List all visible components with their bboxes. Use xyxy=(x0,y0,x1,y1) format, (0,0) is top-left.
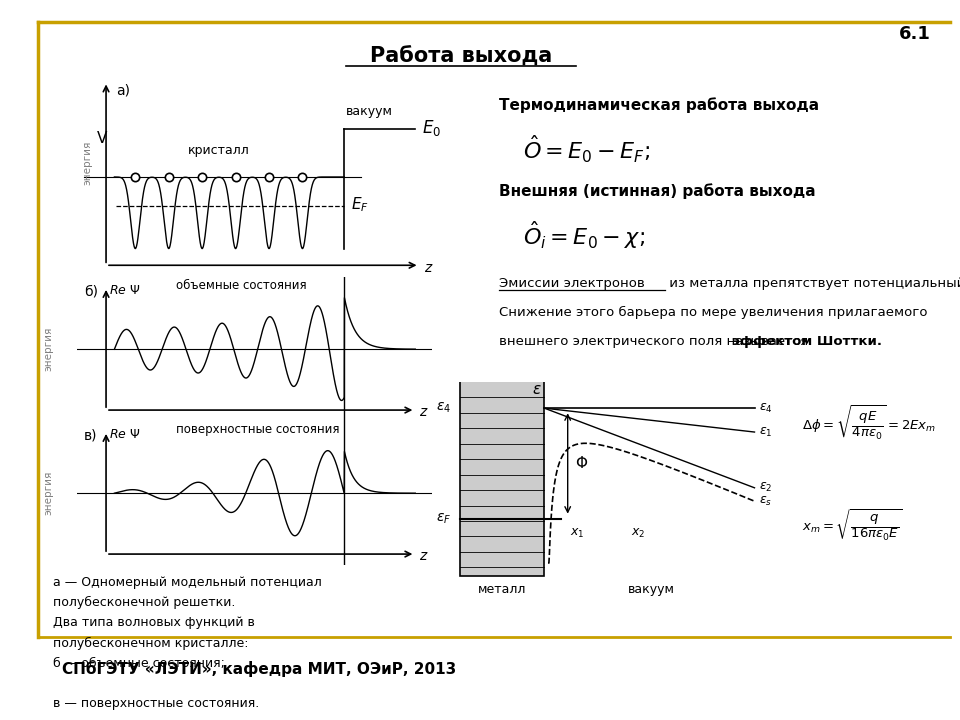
Text: $z$: $z$ xyxy=(423,261,433,274)
Text: полубесконечном кристалле:: полубесконечном кристалле: xyxy=(53,636,249,649)
Text: Re $\Psi$: Re $\Psi$ xyxy=(108,428,140,441)
Text: $\varepsilon_s$: $\varepsilon_s$ xyxy=(759,495,772,508)
Text: $z$: $z$ xyxy=(420,549,429,563)
Text: Снижение этого барьера по мере увеличения прилагаемого: Снижение этого барьера по мере увеличени… xyxy=(499,306,927,319)
Text: $\Delta\phi = \sqrt{\dfrac{qE}{4\pi\epsilon_0}} = 2Ex_m$: $\Delta\phi = \sqrt{\dfrac{qE}{4\pi\epsi… xyxy=(802,403,936,441)
Text: Эмиссии электронов: Эмиссии электронов xyxy=(499,277,645,290)
Text: $x_2$: $x_2$ xyxy=(631,527,645,540)
Text: а): а) xyxy=(116,84,131,98)
Text: Работа выхода: Работа выхода xyxy=(370,47,552,67)
Text: б): б) xyxy=(84,284,98,298)
Text: $\hat{O}_i = E_0 - \chi;$: $\hat{O}_i = E_0 - \chi;$ xyxy=(523,220,645,251)
Text: V: V xyxy=(97,131,108,146)
Text: вакуум: вакуум xyxy=(628,583,675,596)
Text: энергия: энергия xyxy=(43,471,54,516)
Text: $\hat{O} = E_0 - E_F;$: $\hat{O} = E_0 - E_F;$ xyxy=(523,133,650,165)
Text: эффектом Шоттки.: эффектом Шоттки. xyxy=(732,335,881,348)
Text: 6.1: 6.1 xyxy=(900,25,931,43)
Text: металл: металл xyxy=(478,583,526,596)
Bar xyxy=(460,355,544,576)
Text: поверхностные состояния: поверхностные состояния xyxy=(177,423,340,436)
Text: $x_1$: $x_1$ xyxy=(570,527,585,540)
Text: а — Одномерный модельный потенциал: а — Одномерный модельный потенциал xyxy=(53,576,322,589)
Text: $E_F$: $E_F$ xyxy=(350,195,369,214)
Text: внешнего электрического поля называется: внешнего электрического поля называется xyxy=(499,335,812,348)
Text: Термодинамическая работа выхода: Термодинамическая работа выхода xyxy=(499,97,819,113)
Text: кристалл: кристалл xyxy=(188,144,250,157)
Text: полубесконечной решетки.: полубесконечной решетки. xyxy=(53,596,235,609)
Text: в): в) xyxy=(84,428,97,442)
Text: энергия: энергия xyxy=(83,140,92,185)
Text: в — поверхностные состояния.: в — поверхностные состояния. xyxy=(53,697,259,710)
Text: СПбГЭТУ «ЛЭТИ», кафедра МИТ, ОЭиР, 2013: СПбГЭТУ «ЛЭТИ», кафедра МИТ, ОЭиР, 2013 xyxy=(62,661,457,677)
Text: б — объемные состояния;: б — объемные состояния; xyxy=(53,657,225,670)
Text: $\varepsilon_4$: $\varepsilon_4$ xyxy=(436,401,451,415)
Text: $E_0$: $E_0$ xyxy=(421,118,441,138)
Text: $\Phi$: $\Phi$ xyxy=(575,456,588,472)
Text: $\varepsilon_1$: $\varepsilon_1$ xyxy=(759,426,773,438)
Text: объемные состояния: объемные состояния xyxy=(177,279,307,292)
Text: $\varepsilon_2$: $\varepsilon_2$ xyxy=(759,481,773,495)
Text: $\varepsilon_F$: $\varepsilon_F$ xyxy=(436,512,451,526)
Text: Re $\Psi$: Re $\Psi$ xyxy=(108,284,140,297)
Text: Два типа волновых функций в: Два типа волновых функций в xyxy=(53,616,254,629)
Text: из металла препятствует потенциальный барьер.: из металла препятствует потенциальный ба… xyxy=(665,277,960,290)
Text: $x_m = \sqrt{\dfrac{q}{16\pi\epsilon_0 E}}$: $x_m = \sqrt{\dfrac{q}{16\pi\epsilon_0 E… xyxy=(802,508,902,543)
Text: $\varepsilon$: $\varepsilon$ xyxy=(533,382,542,397)
Text: $z$: $z$ xyxy=(420,405,429,419)
Text: энергия: энергия xyxy=(43,327,54,372)
Text: вакуум: вакуум xyxy=(346,104,393,117)
Text: $\varepsilon_4$: $\varepsilon_4$ xyxy=(759,402,773,415)
Text: Внешняя (истинная) работа выхода: Внешняя (истинная) работа выхода xyxy=(499,184,816,199)
